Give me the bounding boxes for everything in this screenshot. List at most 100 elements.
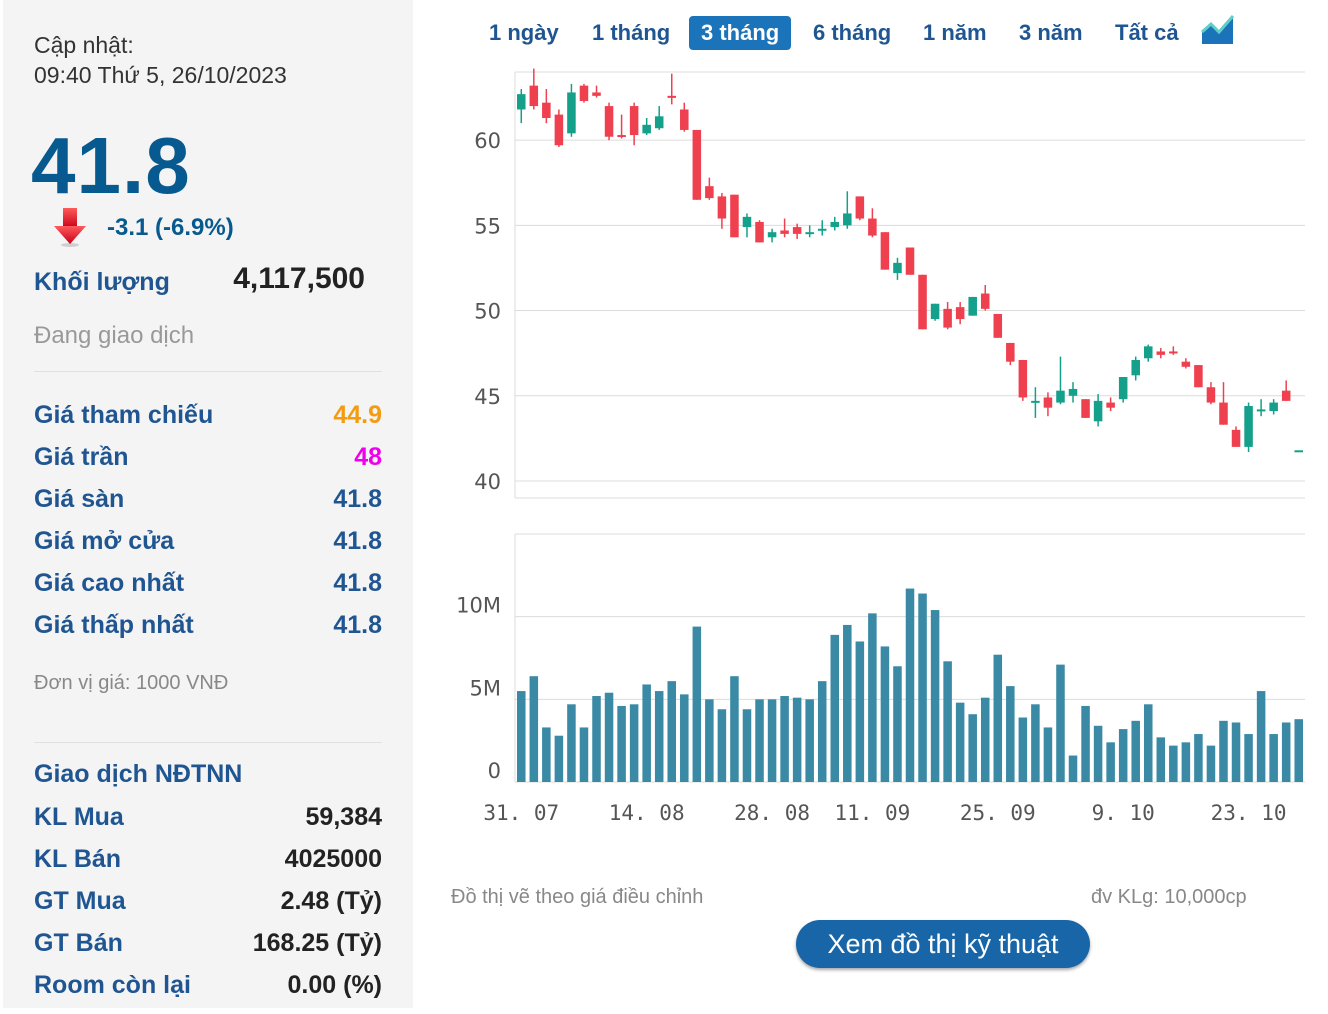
foreign-row-value: 2.48 (Tỷ) [280, 887, 382, 915]
price-row-reference: Giá tham chiếu 44.9 [34, 401, 382, 433]
volume-bar [1231, 722, 1241, 782]
volume-bar [1219, 720, 1228, 782]
updated-time: 09:40 Thứ 5, 26/10/2023 [34, 62, 287, 88]
candle-body [654, 116, 664, 129]
volume-bar [1244, 734, 1253, 782]
volume-bar [629, 704, 639, 782]
price-row-label: Giá cao nhất [34, 569, 185, 597]
x-tick-label: 25. 09 [960, 801, 1036, 825]
volume-bar [654, 691, 664, 782]
candle-body [1231, 429, 1241, 447]
volume-bar [805, 699, 814, 782]
volume-bar [742, 709, 752, 782]
volume-bar [554, 735, 564, 782]
price-row-label: Giá sàn [34, 485, 125, 513]
tab-3-years[interactable]: 3 năm [1019, 20, 1083, 45]
price-row-label: Giá tham chiếu [34, 401, 214, 429]
candle-body [1043, 397, 1053, 408]
tab-6-months[interactable]: 6 tháng [813, 20, 892, 45]
tab-3-months[interactable]: 3 tháng [689, 16, 792, 50]
candle-body [1181, 361, 1191, 367]
price-row-high: Giá cao nhất 41.8 [34, 569, 382, 601]
volume-unit-note: đv KLg: 10,000cp [1091, 886, 1247, 908]
candle-body [993, 313, 1003, 338]
volume-bar [1081, 705, 1090, 782]
candle-body [680, 109, 689, 130]
volume-bar [1169, 745, 1178, 782]
tab-all[interactable]: Tất cả [1115, 20, 1179, 45]
volume-bar [1256, 691, 1266, 782]
arrow-down-icon [54, 208, 86, 247]
candle-body [1219, 402, 1228, 425]
candle-body [567, 92, 576, 134]
candle-body [604, 106, 614, 137]
volume-bar [1118, 729, 1128, 782]
candlestick-volume-chart: 40 45 50 55 60 0 5M 10M 31. 07 14. 08 28. 08 11. … [456, 68, 1305, 825]
volume-bar [905, 588, 915, 782]
foreign-row-value: 4025000 [284, 845, 382, 873]
candle-body [830, 221, 840, 228]
volume-bar [1056, 664, 1065, 782]
tab-1-year[interactable]: 1 năm [923, 20, 987, 45]
price-row-label: Giá mở cửa [34, 527, 175, 555]
candle-body [1106, 402, 1115, 408]
candle-body [805, 232, 814, 235]
volume-bar [918, 593, 927, 782]
area-chart-icon[interactable] [1200, 12, 1236, 46]
candle-body [817, 228, 827, 231]
candle-body [579, 85, 589, 101]
volume-bar [642, 684, 651, 782]
candle-body [629, 106, 639, 136]
stock-info-panel: Cập nhật: 09:40 Thứ 5, 26/10/2023 41.8 -… [3, 0, 413, 1008]
y-tick-label: 60 [474, 129, 501, 153]
volume-bar [1043, 727, 1053, 782]
candle-body [880, 232, 890, 270]
volume-bar [993, 654, 1003, 782]
foreign-row-label: GT Mua [34, 887, 126, 915]
candle-body [893, 262, 902, 274]
volume-bar [604, 692, 614, 782]
tab-1-month[interactable]: 1 tháng [592, 20, 671, 45]
volume-bar [1206, 745, 1216, 782]
volume-bar [955, 702, 965, 782]
candle-body [742, 216, 752, 228]
foreign-row-label: GT Bán [34, 929, 123, 957]
price-row-value: 41.8 [333, 611, 382, 639]
candle-body [930, 303, 940, 320]
price-row-value: 41.8 [333, 569, 382, 597]
volume-bar [1156, 737, 1166, 782]
technical-chart-button[interactable]: Xem đồ thị kỹ thuật [796, 920, 1090, 968]
volume-bar [843, 624, 852, 782]
volume-bar [780, 696, 789, 782]
candle-body [792, 227, 802, 234]
volume-bar [680, 694, 689, 782]
volume-tick-label: 10M [456, 594, 501, 618]
tab-1-day[interactable]: 1 ngày [489, 20, 559, 45]
candle-body [642, 124, 651, 134]
foreign-row-sell-value: GT Bán 168.25 (Tỷ) [34, 929, 382, 961]
foreign-row-buy-volume: KL Mua 59,384 [34, 803, 382, 835]
volume-bar [755, 699, 764, 782]
candle-body [1281, 390, 1291, 401]
candle-body [529, 85, 539, 107]
candle-body [1056, 390, 1065, 403]
candle-body [1093, 400, 1103, 422]
price-row-value: 48 [354, 443, 382, 471]
volume-bar [1269, 734, 1278, 782]
chart-note: Đồ thị vẽ theo giá điều chỉnh [451, 886, 704, 908]
price-row-label: Giá trần [34, 443, 129, 471]
volume-bar [1294, 719, 1303, 782]
volume-bar [868, 613, 877, 782]
price-row-open: Giá mở cửa 41.8 [34, 527, 382, 559]
candle-body [1244, 405, 1253, 447]
foreign-row-buy-value: GT Mua 2.48 (Tỷ) [34, 887, 382, 919]
volume-bar [1068, 755, 1078, 782]
volume-bar [592, 696, 601, 782]
divider [34, 371, 382, 372]
x-tick-label: 9. 10 [1092, 801, 1155, 825]
volume-bar [1093, 725, 1103, 782]
candle-body [554, 114, 564, 146]
volume-bar [968, 714, 977, 782]
candle-body [1294, 450, 1303, 453]
candle-body [868, 218, 877, 236]
